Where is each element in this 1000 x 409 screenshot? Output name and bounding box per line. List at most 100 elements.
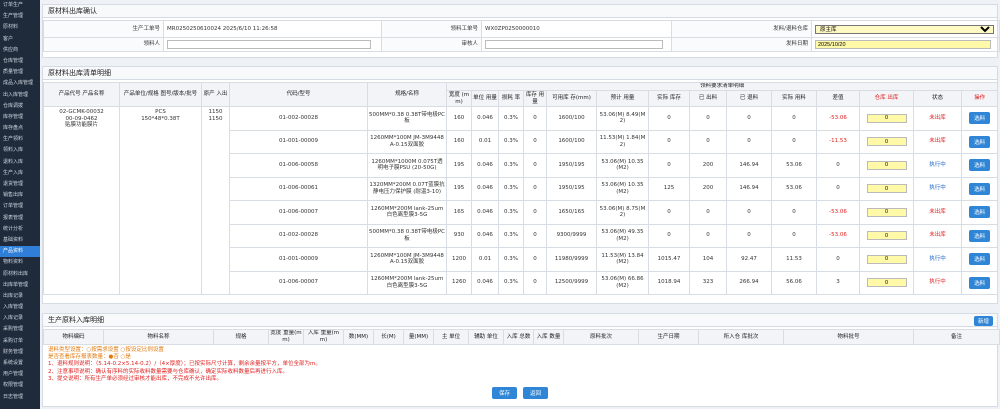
menu-item[interactable]: 物料资料 (3, 259, 24, 266)
menu-item[interactable]: 领料入库 (3, 147, 24, 154)
field-label: 审核人 (381, 37, 482, 52)
menu-item[interactable]: 出库单管理 (3, 281, 29, 288)
select-button[interactable]: 选料 (969, 206, 991, 219)
menu-item[interactable]: 质量管理 (3, 69, 24, 76)
cell: 0 (523, 153, 547, 178)
menu-item[interactable]: 采购管理 (3, 326, 24, 333)
product-cell-line: 贴膜功能膜片 (64, 122, 98, 129)
select-button[interactable]: 选料 (969, 159, 991, 172)
menu-item[interactable]: 报表管理 (3, 214, 24, 221)
menu-item[interactable]: 退料入库 (3, 158, 24, 165)
menu-item[interactable]: 原材料 (3, 24, 19, 31)
menu-item[interactable]: 退货管理 (3, 181, 24, 187)
field-input[interactable] (815, 40, 991, 49)
select-button[interactable]: 选料 (969, 253, 991, 266)
menu-item[interactable]: 出库记录 (3, 292, 24, 299)
column-header: 物料编码 (43, 329, 104, 345)
cell-text: 0.3% (504, 114, 518, 121)
cell-text: 0 (533, 208, 537, 215)
warehouse-qty[interactable] (866, 137, 907, 147)
cell: 146.94 (726, 176, 772, 201)
cell-text: 200 (702, 185, 714, 192)
menu-item[interactable]: 销售出库 (3, 192, 24, 199)
warehouse-qty[interactable] (866, 278, 907, 288)
cell: 500MM*0.38 0.38T带电极PC板 (367, 106, 447, 131)
warehouse-qty[interactable] (866, 113, 907, 123)
product-cell-line: 02-GCMK-00032 (59, 109, 104, 115)
menu-item[interactable]: 基础资料 (3, 236, 24, 243)
note: 退料类型设置：○按需求设置 ○按设定比例设置 (48, 347, 164, 353)
cell: 160 (446, 129, 472, 154)
section-title: 原材料出库确认 (43, 5, 997, 18)
menu-item[interactable]: 库存管理 (3, 113, 24, 120)
select-button[interactable]: 选料 (969, 229, 991, 242)
warehouse-qty[interactable] (866, 254, 907, 264)
cell-text: 1260 (452, 279, 466, 286)
menu-item[interactable]: 统计分析 (3, 225, 24, 232)
column-header: 可用库 存(mm) (546, 90, 597, 107)
menu-item[interactable]: 库存盘点 (3, 125, 24, 132)
add-button[interactable]: 新增 (973, 316, 993, 326)
cell-text: 0 (836, 255, 840, 262)
menu-item[interactable]: 订单生产 (3, 2, 24, 8)
cell (859, 176, 914, 201)
menu-item[interactable]: 原材料出库 (3, 270, 29, 277)
cell-text: 0 (667, 232, 671, 239)
status: 执行中 (929, 279, 946, 286)
field-input[interactable] (485, 40, 663, 49)
cell: 323 (689, 270, 727, 295)
select-button[interactable]: 选料 (969, 135, 991, 148)
cell: 未出库 (913, 129, 962, 154)
cell-text: 0.046 (477, 232, 493, 239)
menu-item[interactable]: 系统设置 (3, 360, 24, 366)
warehouse-select[interactable]: 原主库 (815, 24, 995, 34)
cell: 0 (648, 200, 690, 225)
menu-item[interactable]: 采购订单 (3, 337, 24, 344)
menu-item[interactable]: 入库记录 (3, 315, 24, 322)
menu-item[interactable]: 生产入库 (3, 169, 24, 176)
warehouse-qty[interactable] (866, 160, 907, 170)
menu-item[interactable]: 入库管理 (3, 304, 24, 311)
cell-text: 01-002-00028 (279, 232, 318, 239)
select-button[interactable]: 选料 (969, 182, 991, 195)
column-header: 操作 (960, 90, 999, 107)
cell-text: 01-006-00061 (279, 185, 318, 192)
menu-item[interactable]: 仓库调拨 (3, 102, 24, 109)
column-header: 辅助 单位 (468, 329, 504, 345)
action-button[interactable]: 返回 (523, 387, 549, 400)
select-button[interactable]: 选料 (969, 112, 991, 125)
cell (859, 106, 914, 131)
menu-item[interactable]: 用户管理 (3, 371, 24, 378)
select-button[interactable]: 选料 (969, 276, 991, 289)
warehouse-qty[interactable] (866, 207, 907, 217)
cell-text: 0.3% (504, 185, 518, 192)
sidebar: 订单生产生产管理原材料客户供应商仓库管理质量管理成品入库管理 出入库管理仓库调拨库… (0, 0, 40, 409)
cell-text: 56.06 (786, 279, 802, 286)
cell-text: 0 (747, 232, 751, 239)
menu-item[interactable]: 生产管理 (3, 13, 24, 20)
menu-item[interactable]: 权限管理 (3, 382, 24, 389)
menu-item[interactable]: 产品资料 (0, 246, 40, 258)
unit-cell-line: PCS (155, 109, 166, 115)
unit-cell: PCS 150*48*0.38T (119, 106, 202, 295)
action-button[interactable]: 保存 (491, 387, 517, 400)
field-input[interactable] (167, 40, 372, 49)
warehouse-qty[interactable] (866, 231, 907, 241)
cell-text: 160 (453, 114, 465, 121)
menu-item[interactable]: 订单管理 (3, 203, 24, 210)
column-header: 单位 用量 (471, 90, 499, 107)
menu-item[interactable]: 日志管理 (3, 393, 24, 400)
cell: 266.94 (726, 270, 772, 295)
menu-item[interactable]: 客户 (3, 35, 14, 42)
cell: 0.046 (471, 106, 499, 131)
io-cell: 1150 1150 (201, 106, 230, 295)
column-header: 入库 数量 (533, 329, 564, 345)
menu-item[interactable]: 成品入库管理 (3, 80, 34, 87)
cell-text: 11.53(M) 13.84(M2) (601, 252, 644, 266)
menu-item[interactable]: 财务管理 (3, 348, 24, 355)
menu-item[interactable]: 生产领料 (3, 136, 24, 143)
menu-item[interactable]: 出入库管理 (3, 91, 29, 98)
warehouse-qty[interactable] (866, 184, 907, 194)
menu-item[interactable]: 仓库管理 (3, 57, 24, 64)
menu-item[interactable]: 供应商 (3, 46, 19, 53)
